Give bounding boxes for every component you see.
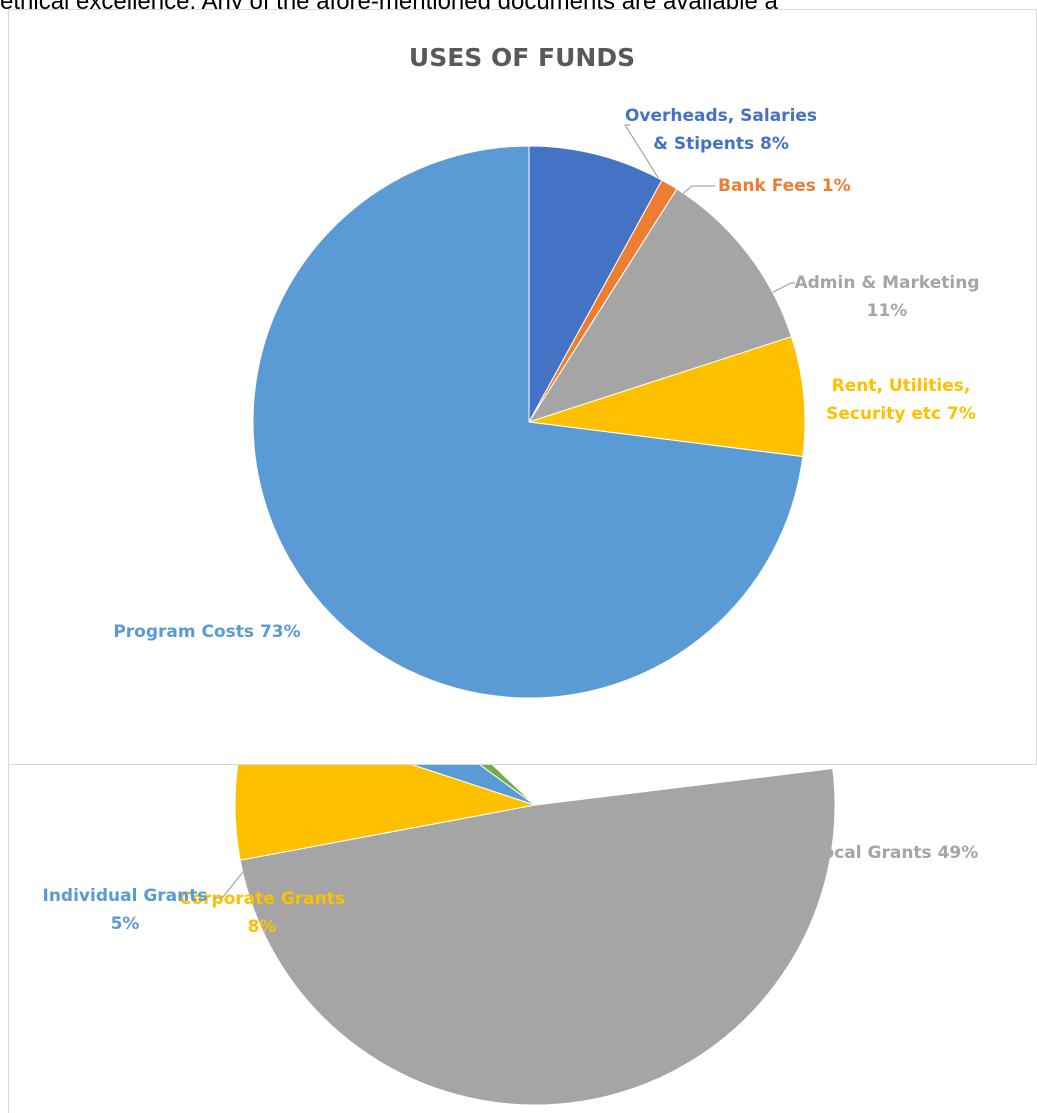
sources-of-funds-chart: Local Grants 49% Corporate Grants 8% Indivi… (8, 765, 1037, 1113)
data-label-individual-grants: Individual Grants 5% (43, 886, 208, 934)
data-label-line: Individual Grants (43, 886, 208, 906)
pie-slice-local-grants (239, 767, 836, 1106)
funds-slices (252, 145, 806, 699)
data-label-line: Overheads, Salaries (625, 106, 817, 126)
leader-line-admin-marketing (772, 282, 795, 293)
data-label-line: Local Grants 49% (812, 843, 979, 863)
pie-slice-individual-grants (411, 765, 536, 806)
data-label-bank-fees: Bank Fees 1% (718, 176, 851, 196)
data-label-local-grants: Local Grants 49% (812, 843, 979, 863)
sources-of-funds-pie-svg: Local Grants 49% Corporate Grants 8% Indivi… (43, 765, 979, 1106)
pie-slice-admin-marketing (527, 188, 793, 423)
data-label-line: Corporate Grants (179, 889, 345, 909)
data-label-line: 8% (248, 917, 277, 937)
chart-title: USES OF FUNDS (409, 43, 635, 72)
data-label-line: Program Costs 73% (113, 622, 300, 642)
data-label-rent-utilities-security-etc: Rent, Utilities, Security etc 7% (826, 376, 976, 424)
data-label-overheads-salaries-stipents: Overheads, Salaries & Stipents 8% (625, 106, 817, 154)
sources-slices (234, 765, 836, 1106)
sources-chart-border (8, 765, 9, 1113)
sources-labels: Local Grants 49% Corporate Grants 8% Indivi… (43, 843, 979, 937)
data-label-line: Rent, Utilities, (832, 376, 971, 396)
uses-of-funds-chart: USES OF FUNDS Overheads, Salaries & Stipe… (8, 9, 1037, 765)
data-label-admin-marketing: Admin & Marketing 11% (794, 273, 979, 321)
leader-line-overheads-salaries-stipents (623, 124, 660, 179)
pie-slice-hidden-remainder (491, 765, 834, 806)
pie-slice-overheads-salaries-stipents (528, 145, 663, 423)
data-label-line: Security etc 7% (826, 404, 976, 424)
uses-of-funds-pie-svg: USES OF FUNDS Overheads, Salaries & Stipe… (113, 43, 980, 699)
data-label-corporate-grants: Corporate Grants 8% (179, 889, 345, 937)
pie-slice-program-costs (252, 145, 804, 699)
leader-line-individual-grants (214, 872, 244, 899)
funds-labels: Overheads, Salaries & Stipents 8% Bank Fee… (113, 106, 979, 642)
data-label-line: Admin & Marketing (794, 273, 979, 293)
leader-line-bank-fees (682, 185, 715, 194)
data-label-line: Bank Fees 1% (718, 176, 851, 196)
pie-slice-corporate-grants (234, 765, 536, 861)
pie-slice-rent-utilities-security-etc (528, 336, 806, 458)
data-label-line: 5% (111, 914, 140, 934)
data-label-line: & Stipents 8% (653, 134, 789, 154)
data-label-program-costs: Program Costs 73% (113, 622, 300, 642)
data-label-line: 11% (867, 301, 908, 321)
pie-slice-other-unlabeled (479, 765, 536, 806)
